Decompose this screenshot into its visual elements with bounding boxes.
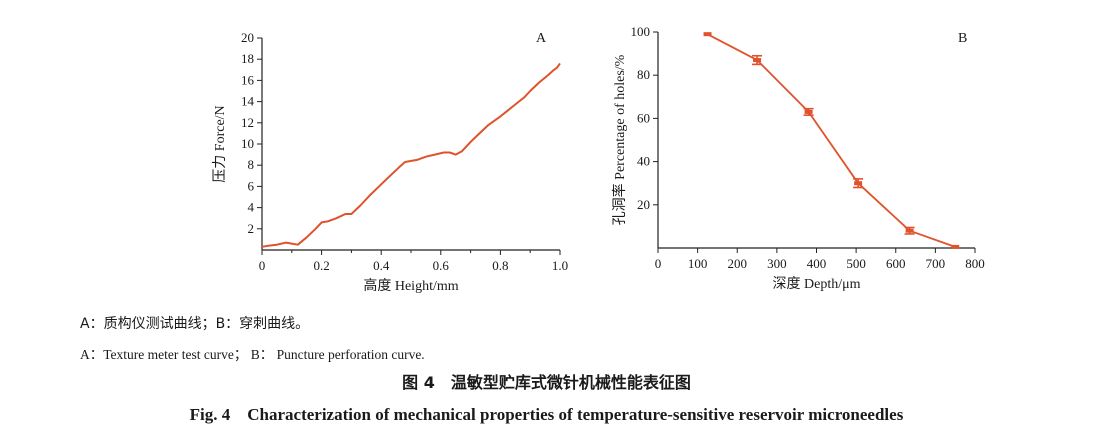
figure-title-chinese: 图 4 温敏型贮库式微针机械性能表征图 — [402, 373, 691, 392]
chart2-y-tick-label: 20 — [637, 197, 650, 212]
chart2-x-tick-label: 600 — [886, 256, 906, 271]
chart1-x-tick-label: 0 — [259, 258, 266, 273]
chart1-y-tick-label: 14 — [241, 94, 255, 109]
chart1-y-axis-label: 压力 Force/N — [212, 105, 228, 182]
chart2-x-axis-label: 深度 Depth/μm — [773, 276, 861, 292]
chart1-x-tick-label: 1.0 — [552, 258, 568, 273]
chart2-data-point — [703, 32, 712, 37]
chart2-x-tick-label: 800 — [965, 256, 985, 271]
chart2-series-line — [707, 33, 956, 248]
chart1-y-tick-label: 6 — [248, 178, 255, 193]
chart2-data-point — [951, 244, 960, 249]
chart2-data-point — [753, 58, 762, 63]
chart1-x-tick-label: 0.6 — [433, 258, 450, 273]
chart1-series-line — [261, 62, 561, 248]
chart1-x-tick-label: 0.2 — [313, 258, 329, 273]
chart1-x-tick-label: 0.4 — [373, 258, 390, 273]
chart1-y-tick-label: 10 — [241, 136, 254, 151]
chart2-y-tick-label: 40 — [637, 154, 650, 169]
chart1-y-tick-label: 12 — [241, 115, 254, 130]
chart1-y-tick-label: 20 — [241, 30, 254, 45]
chart2-data-point — [854, 181, 863, 186]
chart2-x-tick-label: 100 — [688, 256, 708, 271]
chart2-x-tick-label: 500 — [846, 256, 866, 271]
chart1-y-tick-label: 2 — [248, 221, 255, 236]
chart2-y-axis-label: 孔洞率 Percentage of holes/% — [611, 54, 628, 225]
chart2-y-tick-label: 60 — [637, 110, 650, 125]
chart1-y-tick-label: 4 — [248, 200, 255, 215]
chart2-panel-label: B — [958, 31, 967, 46]
chart1-y-tick-label: 16 — [241, 72, 255, 87]
chart2-y-tick-label: 80 — [637, 67, 650, 82]
chart1-y-tick-label: 8 — [248, 157, 255, 172]
caption-chinese: A：质构仪测试曲线；B：穿刺曲线。 — [80, 316, 310, 332]
caption-english: A：Texture meter test curve； B： Puncture … — [80, 347, 425, 362]
chart2-x-tick-label: 0 — [655, 256, 662, 271]
chart1-panel-label: A — [536, 31, 547, 46]
chart1-y-tick-label: 18 — [241, 51, 254, 66]
chart2-x-tick-label: 400 — [807, 256, 827, 271]
chart2-y-tick-label: 100 — [631, 24, 651, 39]
chart2-x-tick-label: 200 — [728, 256, 748, 271]
chart2-x-tick-label: 700 — [926, 256, 946, 271]
chart1-x-axis-label: 高度 Height/mm — [363, 277, 458, 294]
figure-title-english: Fig. 4 Characterization of mechanical pr… — [189, 405, 904, 424]
chart2-x-tick-label: 300 — [767, 256, 787, 271]
chart1-x-tick-label: 0.8 — [492, 258, 508, 273]
chart2-data-point — [804, 109, 813, 114]
chart2-data-point — [905, 228, 914, 233]
